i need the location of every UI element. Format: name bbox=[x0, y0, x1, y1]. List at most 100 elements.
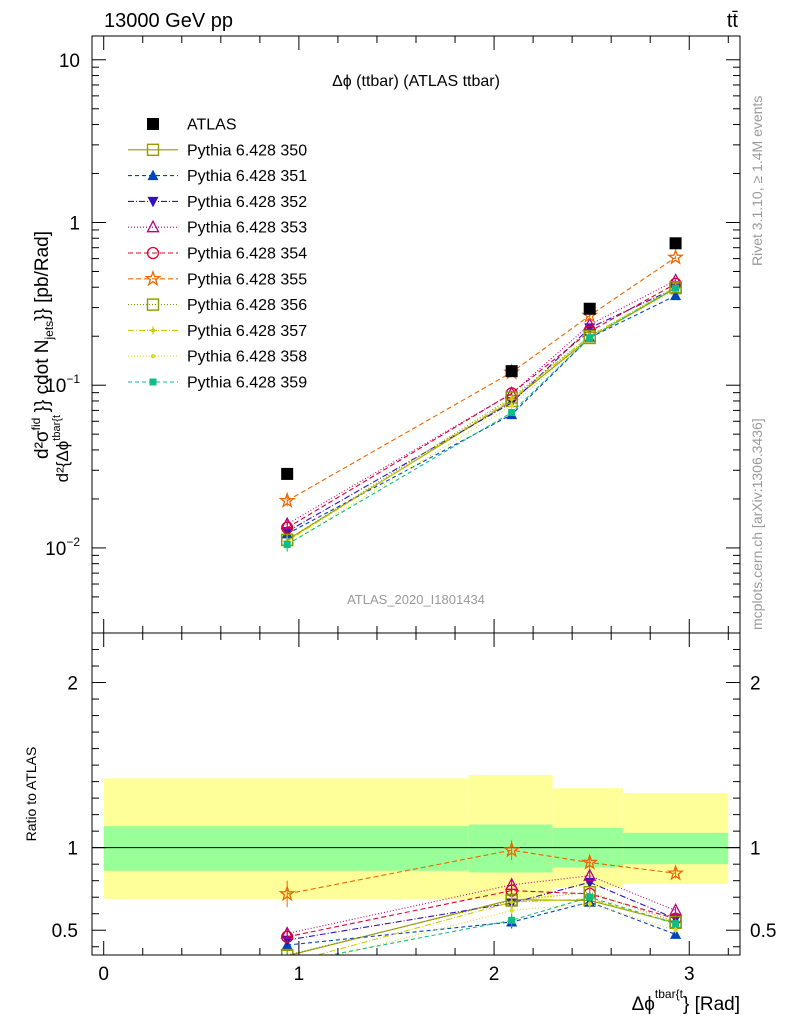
point-s351 bbox=[670, 289, 682, 301]
legend-label: Pythia 6.428 353 bbox=[187, 220, 307, 237]
legend-marker bbox=[146, 298, 160, 311]
ylabel-num-sup: fid bbox=[29, 418, 43, 431]
legend-marker bbox=[146, 143, 160, 157]
legend-item-s359: Pythia 6.428 359 bbox=[128, 375, 307, 392]
legend-marker bbox=[144, 269, 162, 287]
point-s353 bbox=[583, 317, 597, 330]
main-panel-ticks: 10−2 10−1 1 10 bbox=[45, 36, 740, 634]
svg-text:d²σfid }} cdot Njets}} [pb/Rad: d²σfid }} cdot Njets}} [pb/Rad] bbox=[29, 231, 56, 459]
legend-label: Pythia 6.428 358 bbox=[187, 349, 307, 366]
xlabel-sup: tbar{t bbox=[655, 987, 684, 1001]
series-s359 bbox=[283, 284, 680, 552]
legend-item-s353: Pythia 6.428 353 bbox=[128, 220, 307, 237]
ratio-point-s358 bbox=[509, 908, 514, 913]
side-text-top: Rivet 3.1.10, ≥ 1.4M events bbox=[749, 96, 765, 266]
y-tick-label-main: 10−1 bbox=[45, 372, 80, 397]
legend-marker bbox=[150, 354, 156, 359]
ratio-point-s351 bbox=[670, 928, 682, 939]
legend-marker bbox=[149, 326, 157, 335]
series-s355 bbox=[278, 248, 685, 509]
band-inner-0 bbox=[103, 826, 469, 871]
ratio-point-s359 bbox=[586, 893, 594, 901]
x-tick-label: 3 bbox=[684, 964, 695, 985]
legend-item-s355: Pythia 6.428 355 bbox=[128, 269, 307, 288]
ylabel-den: d²{Δϕ bbox=[53, 441, 72, 483]
legend-item-s351: Pythia 6.428 351 bbox=[128, 168, 307, 185]
y-tick-label-ratio-left: 1 bbox=[67, 839, 78, 860]
legend-item-s352: Pythia 6.428 352 bbox=[128, 194, 307, 211]
legend-label: Pythia 6.428 356 bbox=[187, 297, 307, 314]
series-line-s359 bbox=[286, 287, 676, 545]
ratio-line-s353 bbox=[287, 875, 676, 935]
ratio-line-s356 bbox=[287, 891, 676, 955]
ylabel-num: d²σ bbox=[32, 430, 53, 459]
legend-item-data: ATLAS bbox=[147, 117, 237, 134]
legend-marker bbox=[146, 246, 160, 260]
main-panel-series bbox=[278, 237, 685, 552]
band-inner-1 bbox=[468, 824, 553, 873]
y-tick-label-ratio-left: 0.5 bbox=[52, 921, 78, 942]
point-data bbox=[505, 365, 518, 378]
ratio-point-s355 bbox=[503, 841, 521, 858]
svg-text:d²{Δϕtbar{t: d²{Δϕtbar{t bbox=[51, 415, 72, 482]
point-data bbox=[669, 237, 682, 250]
ratio-point-s354 bbox=[281, 930, 294, 943]
y-tick-label-ratio-left: 2 bbox=[67, 674, 78, 695]
series-line-s353 bbox=[286, 280, 676, 525]
point-s355 bbox=[667, 248, 685, 265]
legend-marker bbox=[147, 196, 159, 208]
series-line-s357 bbox=[286, 286, 676, 542]
ylabel-rest2: }} [pb/Rad] bbox=[32, 231, 53, 321]
legend-item-s356: Pythia 6.428 356 bbox=[128, 297, 307, 314]
point-s355 bbox=[278, 491, 296, 509]
ratio-line-s354 bbox=[287, 890, 676, 938]
point-s359 bbox=[283, 540, 291, 548]
legend-marker bbox=[149, 378, 157, 386]
ratio-point-s355 bbox=[667, 864, 685, 881]
legend-item-s358: Pythia 6.428 358 bbox=[128, 349, 307, 366]
point-s359 bbox=[508, 408, 516, 416]
series-s354 bbox=[281, 277, 682, 534]
y-tick-label-ratio-right: 0.5 bbox=[750, 921, 776, 942]
legend-item-s350: Pythia 6.428 350 bbox=[128, 142, 307, 159]
series-s351 bbox=[281, 289, 682, 540]
legend-label: Pythia 6.428 351 bbox=[187, 168, 307, 185]
legend-label: Pythia 6.428 359 bbox=[187, 375, 307, 392]
series-line-s358 bbox=[286, 289, 676, 545]
point-data bbox=[583, 302, 596, 315]
xlabel-main: Δϕ bbox=[632, 994, 655, 1015]
ratio-point-s355 bbox=[581, 853, 599, 870]
xlabel-rest: } [Rad] bbox=[683, 994, 740, 1015]
point-s354 bbox=[281, 521, 294, 534]
x-axis-label: Δϕtbar{t} [Rad] bbox=[632, 987, 740, 1015]
side-text-bottom: mcplots.cern.ch [arXiv:1306.3436] bbox=[749, 418, 765, 630]
y-tick-label-main: 1 bbox=[69, 213, 80, 234]
legend-label: Pythia 6.428 355 bbox=[187, 271, 307, 288]
ratio-point-s357 bbox=[283, 959, 291, 967]
ratio-point-s353 bbox=[583, 868, 597, 881]
legend-label: ATLAS bbox=[187, 117, 237, 134]
legend-label: Pythia 6.428 350 bbox=[187, 142, 307, 159]
header-left: 13000 GeV pp bbox=[104, 10, 233, 32]
legend-label: Pythia 6.428 354 bbox=[187, 246, 307, 263]
legend-item-s354: Pythia 6.428 354 bbox=[128, 246, 307, 263]
y-axis-label-main-denominator: d²{Δϕtbar{t bbox=[51, 415, 72, 482]
ratio-point-s358 bbox=[285, 966, 289, 970]
plot-title: Δϕ (ttbar) (ATLAS ttbar) bbox=[332, 73, 500, 90]
ratio-point-s358 bbox=[587, 901, 592, 907]
ratio-bands bbox=[103, 775, 729, 899]
ylabel-rest-sub: jets bbox=[42, 321, 56, 341]
ratio-point-s353 bbox=[669, 903, 683, 916]
legend: ATLAS Pythia 6.428 350 Pythia 6.428 351 Pyt… bbox=[128, 117, 307, 392]
series-line-s350 bbox=[286, 287, 676, 541]
ratio-line-s358 bbox=[336, 903, 676, 955]
point-s358 bbox=[509, 403, 514, 408]
ylabel-den-sup: tbar{t bbox=[51, 415, 63, 441]
y-tick-label-ratio-right: 1 bbox=[750, 839, 761, 860]
watermark: ATLAS_2020_I1801434 bbox=[347, 592, 485, 607]
series-line-s356 bbox=[286, 286, 676, 541]
series-s357 bbox=[283, 283, 680, 548]
ratio-series-s355 bbox=[278, 840, 685, 908]
series-data bbox=[281, 237, 682, 480]
ratio-line-s357 bbox=[315, 898, 676, 955]
